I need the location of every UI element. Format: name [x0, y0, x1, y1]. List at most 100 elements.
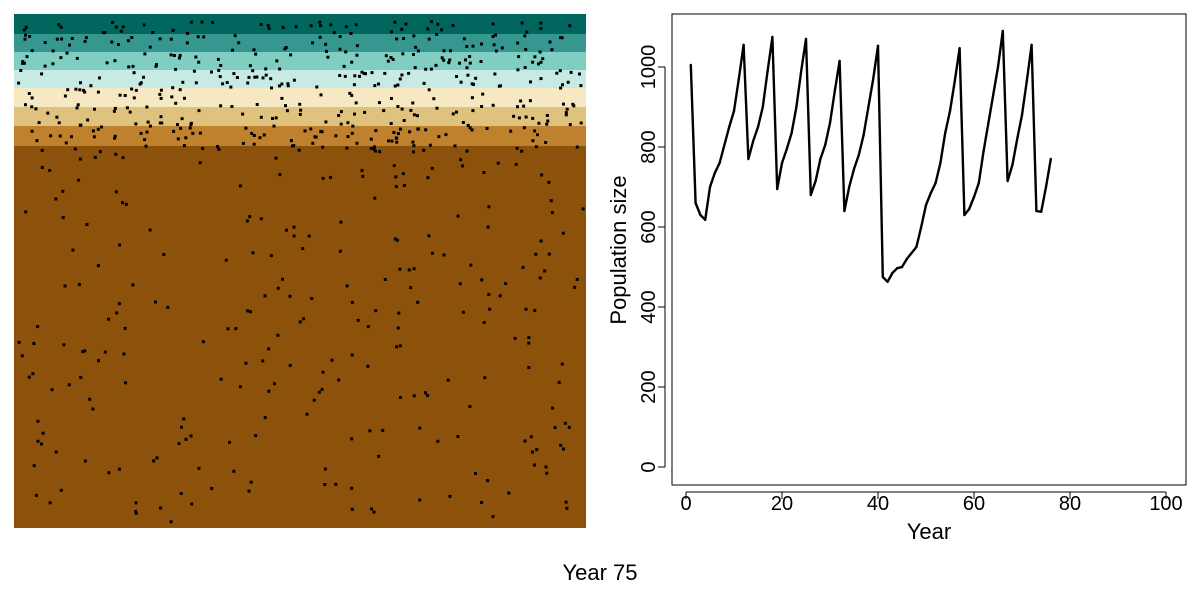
individual-marker — [225, 81, 229, 84]
individual-marker — [498, 294, 502, 298]
individual-marker — [386, 59, 390, 63]
individual-marker — [470, 128, 474, 132]
data-point — [977, 181, 980, 185]
individual-marker — [389, 56, 393, 59]
individual-marker — [54, 197, 58, 201]
habitat-bands — [14, 14, 586, 528]
individual-marker — [194, 81, 198, 85]
individual-marker — [307, 234, 311, 238]
individual-marker — [272, 124, 276, 128]
individual-marker — [119, 29, 123, 33]
individual-marker — [107, 317, 111, 321]
individual-marker — [172, 54, 176, 57]
individual-marker — [411, 101, 415, 105]
individual-marker — [261, 359, 265, 363]
individual-marker — [196, 35, 200, 39]
individual-marker — [121, 201, 124, 205]
individual-marker — [286, 84, 290, 88]
data-point — [838, 59, 841, 63]
individual-marker — [191, 131, 195, 135]
individual-marker — [564, 113, 568, 117]
habitat-band — [14, 52, 586, 70]
individual-marker — [30, 49, 34, 53]
individual-marker — [507, 491, 511, 495]
individual-marker — [396, 326, 400, 330]
individual-marker — [568, 123, 572, 127]
individual-marker — [354, 101, 358, 105]
individual-marker — [442, 49, 446, 53]
data-point — [776, 187, 779, 191]
individual-marker — [486, 225, 490, 229]
individual-marker — [174, 101, 178, 105]
individual-marker — [194, 55, 198, 59]
individual-marker — [202, 35, 206, 39]
individual-marker — [396, 83, 400, 87]
individual-marker — [239, 184, 242, 188]
individual-marker — [350, 437, 354, 441]
individual-marker — [346, 135, 350, 139]
individual-marker — [251, 251, 255, 255]
data-point — [814, 179, 817, 183]
habitat-band — [14, 126, 586, 146]
individual-marker — [67, 383, 71, 387]
individual-marker — [361, 174, 365, 178]
individual-marker — [383, 71, 387, 75]
individual-marker — [315, 85, 319, 89]
individual-marker — [253, 75, 257, 79]
individual-marker — [262, 133, 266, 137]
individual-marker — [391, 57, 395, 61]
individual-marker — [418, 426, 422, 430]
data-point — [723, 143, 726, 147]
individual-marker — [76, 103, 80, 107]
data-point — [694, 201, 697, 205]
individual-marker — [412, 113, 416, 117]
individual-marker — [178, 56, 181, 60]
individual-marker — [565, 506, 569, 510]
individual-marker — [527, 366, 531, 369]
individual-marker — [83, 349, 87, 353]
individual-marker — [155, 63, 158, 67]
individual-marker — [84, 36, 88, 40]
individual-marker — [143, 52, 147, 56]
individual-marker — [292, 78, 296, 82]
individual-marker — [348, 91, 352, 95]
data-point — [824, 143, 827, 147]
individual-marker — [429, 67, 433, 71]
x-tick-label: 100 — [1149, 493, 1182, 515]
individual-marker — [536, 133, 539, 137]
individual-marker — [558, 69, 562, 73]
individual-marker — [121, 156, 125, 160]
individual-marker — [350, 300, 354, 304]
individual-marker — [398, 127, 402, 131]
data-point — [872, 77, 875, 81]
individual-marker — [350, 60, 354, 64]
individual-marker — [540, 173, 544, 177]
individual-marker — [154, 300, 157, 304]
individual-marker — [318, 35, 322, 39]
individual-marker — [531, 116, 535, 120]
y-tick-label: 800 — [638, 130, 660, 163]
individual-marker — [281, 26, 285, 29]
data-point — [944, 131, 947, 135]
population-chart: 0 20 40 60 80 100 0 200 400 600 800 1000 Year Popu… — [606, 13, 1187, 544]
individual-marker — [96, 127, 100, 131]
data-point — [1030, 43, 1033, 47]
individual-marker — [288, 363, 292, 367]
individual-marker — [455, 110, 458, 114]
individual-marker — [330, 358, 334, 362]
individual-marker — [233, 34, 237, 38]
individual-marker — [541, 57, 545, 61]
individual-marker — [216, 57, 220, 61]
habitat-band — [14, 70, 586, 88]
individual-marker — [339, 110, 343, 114]
individual-marker — [40, 148, 44, 152]
individual-marker — [103, 350, 107, 354]
individual-marker — [500, 46, 504, 50]
individual-marker — [427, 88, 431, 92]
individual-marker — [366, 364, 370, 368]
individual-marker — [474, 472, 477, 475]
individual-marker — [346, 121, 350, 125]
individual-marker — [461, 121, 465, 124]
individual-marker — [192, 69, 196, 73]
individual-marker — [63, 94, 67, 98]
